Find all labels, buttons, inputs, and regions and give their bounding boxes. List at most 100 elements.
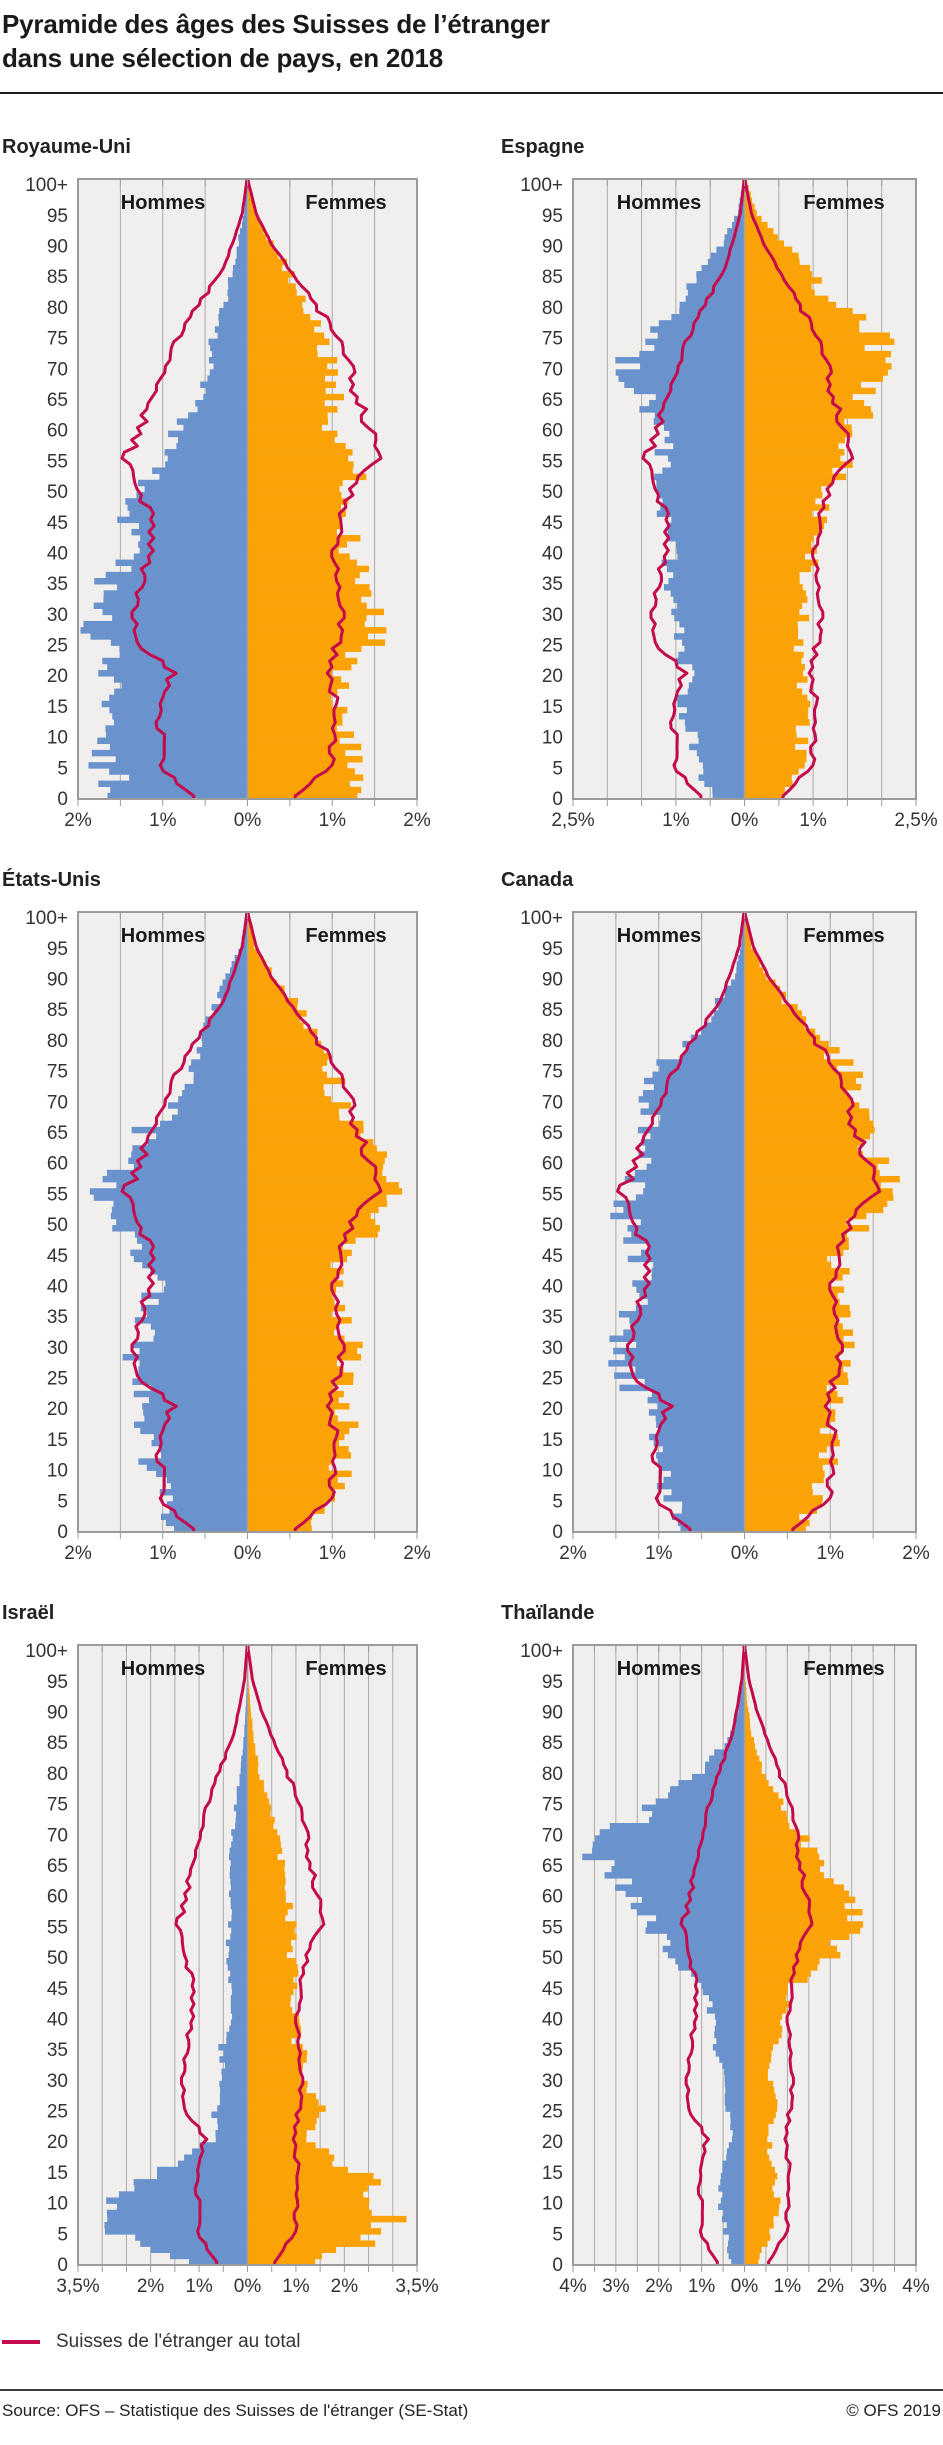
- age-tick-label: 5: [57, 1491, 68, 1512]
- x-tick-label: 1%: [645, 1543, 673, 1564]
- x-axis-labels: 2%1%0%1%2%: [559, 1543, 930, 1564]
- x-axis-labels: 2,5%1%0%1%2,5%: [551, 810, 937, 831]
- age-tick-label: 55: [542, 1184, 563, 1205]
- age-tick-label: 20: [542, 666, 563, 687]
- x-tick-label: 2%: [559, 1543, 587, 1564]
- women-label: Femmes: [803, 925, 884, 947]
- age-tick-label: 70: [542, 1092, 563, 1113]
- x-tick-label: 1%: [662, 810, 690, 831]
- age-tick-label: 30: [47, 2070, 68, 2091]
- age-tick-label: 30: [542, 2070, 563, 2091]
- age-tick-label: 45: [542, 1245, 563, 1266]
- country-title-canada: Canada: [501, 869, 943, 892]
- age-tick-label: 30: [542, 1337, 563, 1358]
- age-tick-label: 10: [47, 2193, 68, 2214]
- age-tick-label: 40: [542, 2009, 563, 2030]
- x-tick-label: 1%: [149, 810, 177, 831]
- age-tick-label: 10: [542, 2193, 563, 2214]
- age-tick-label: 100+: [520, 1641, 563, 1662]
- x-tick-label: 1%: [774, 2276, 802, 2297]
- age-tick-label: 55: [542, 1917, 563, 1938]
- x-tick-label: 0%: [731, 1543, 759, 1564]
- x-tick-label: 0%: [731, 810, 759, 831]
- x-axis-labels: 2%1%0%1%2%: [64, 810, 431, 831]
- age-tick-label: 95: [47, 1671, 68, 1692]
- age-tick-label: 75: [47, 328, 68, 349]
- age-tick-label: 15: [47, 696, 68, 717]
- age-tick-label: 35: [542, 1307, 563, 1328]
- age-tick-label: 15: [542, 1429, 563, 1450]
- title-line-1: Pyramide des âges des Suisses de l’étran…: [2, 8, 941, 42]
- men-label: Hommes: [121, 1658, 205, 1680]
- age-tick-label: 80: [542, 1030, 563, 1051]
- age-tick-label: 50: [47, 1948, 68, 1969]
- age-tick-label: 5: [552, 2224, 563, 2245]
- age-tick-label: 90: [47, 1702, 68, 1723]
- age-tick-label: 80: [542, 297, 563, 318]
- age-tick-label: 20: [47, 666, 68, 687]
- age-tick-label: 10: [47, 727, 68, 748]
- x-tick-label: 2%: [64, 810, 92, 831]
- age-tick-label: 70: [542, 359, 563, 380]
- age-tick-label: 20: [542, 1399, 563, 1420]
- country-title-espagne: Espagne: [501, 136, 943, 159]
- age-tick-label: 0: [552, 1522, 563, 1543]
- x-tick-label: 2%: [331, 2276, 359, 2297]
- age-tick-label: 90: [542, 236, 563, 257]
- copyright-text: © OFS 2019: [846, 2401, 941, 2421]
- women-label: Femmes: [305, 925, 386, 947]
- age-tick-label: 0: [552, 2255, 563, 2276]
- age-tick-label: 75: [542, 1061, 563, 1082]
- age-tick-label: 0: [552, 789, 563, 810]
- age-tick-label: 10: [542, 727, 563, 748]
- x-tick-label: 0%: [234, 1543, 262, 1564]
- age-tick-label: 100+: [25, 175, 68, 196]
- x-tick-label: 0%: [731, 2276, 759, 2297]
- age-tick-label: 5: [552, 1491, 563, 1512]
- age-tick-label: 35: [542, 574, 563, 595]
- age-tick-label: 90: [542, 969, 563, 990]
- age-tick-label: 50: [542, 1948, 563, 1969]
- age-tick-label: 80: [47, 297, 68, 318]
- age-tick-label: 95: [542, 1671, 563, 1692]
- age-tick-label: 50: [542, 482, 563, 503]
- age-tick-label: 95: [542, 938, 563, 959]
- x-tick-label: 3,5%: [56, 2276, 99, 2297]
- women-label: Femmes: [803, 1658, 884, 1680]
- age-tick-label: 55: [542, 451, 563, 472]
- title-line-2: dans une sélection de pays, en 2018: [2, 42, 941, 76]
- age-tick-label: 95: [542, 205, 563, 226]
- legend-label: Suisses de l'étranger au total: [56, 2331, 300, 2353]
- age-tick-label: 30: [47, 1337, 68, 1358]
- age-tick-label: 55: [47, 451, 68, 472]
- age-tick-label: 100+: [520, 908, 563, 929]
- x-axis-labels: 2%1%0%1%2%: [64, 1543, 431, 1564]
- age-tick-label: 45: [542, 1978, 563, 1999]
- age-tick-label: 40: [47, 2009, 68, 2030]
- age-tick-label: 5: [552, 758, 563, 779]
- x-tick-label: 2,5%: [894, 810, 937, 831]
- age-tick-label: 65: [47, 1123, 68, 1144]
- age-tick-label: 65: [47, 1856, 68, 1877]
- x-tick-label: 2%: [902, 1543, 930, 1564]
- age-tick-label: 100+: [25, 908, 68, 929]
- age-tick-label: 70: [542, 1825, 563, 1846]
- age-tick-label: 85: [542, 267, 563, 288]
- age-tick-label: 25: [47, 2101, 68, 2122]
- age-tick-label: 40: [542, 543, 563, 564]
- age-tick-label: 25: [47, 635, 68, 656]
- country-title-israel: Israël: [2, 1602, 471, 1625]
- age-tick-label: 15: [542, 2162, 563, 2183]
- age-tick-label: 45: [47, 1978, 68, 1999]
- x-tick-label: 1%: [799, 810, 827, 831]
- country-title-etats-unis: États-Unis: [2, 869, 471, 892]
